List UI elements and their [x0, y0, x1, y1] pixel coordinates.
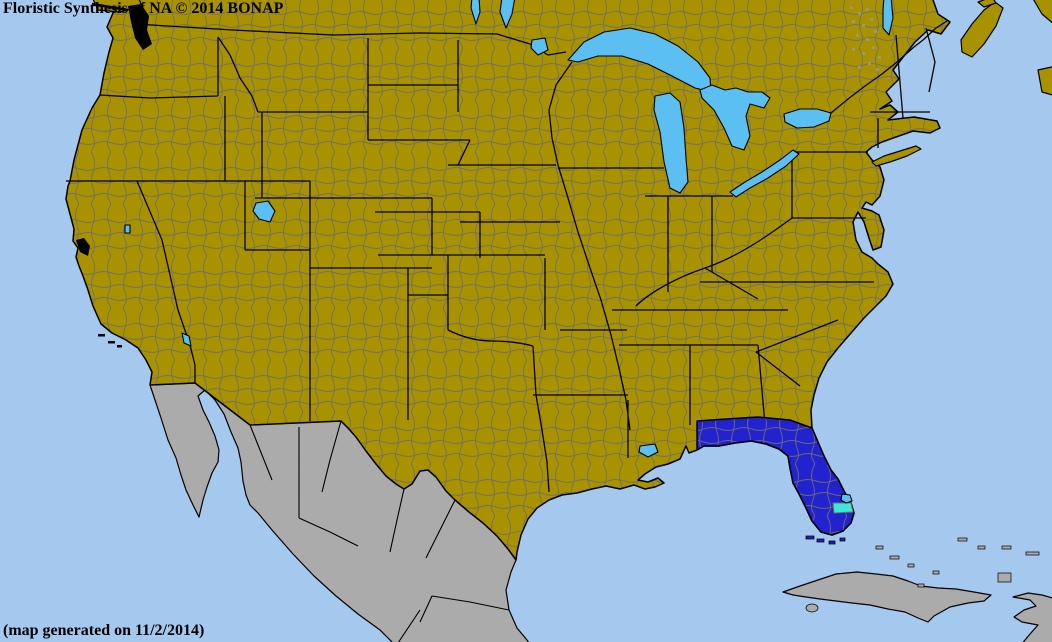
- great-salt-lake: [252, 200, 276, 223]
- lake-tahoe: [124, 224, 131, 234]
- isle-of-youth: [805, 603, 819, 613]
- rare-county-marker: [832, 502, 854, 514]
- lake-champlain: [882, 0, 894, 36]
- prince-edward-island: [977, 0, 997, 8]
- great-lakes: [124, 0, 894, 458]
- lake-pontchartrain: [638, 443, 659, 458]
- map-title: Floristic Synthesis of NA © 2014 BONAP: [3, 0, 284, 17]
- us-canada-border: [134, 20, 948, 114]
- lake-of-the-woods: [530, 37, 549, 56]
- lake-manitoba: [470, 0, 481, 25]
- newfoundland-corner: [1033, 0, 1052, 24]
- cape-breton-island: [1037, 66, 1052, 96]
- long-island: [871, 145, 922, 167]
- lake-erie: [729, 149, 800, 198]
- strait-of-juan-de-fuca: [91, 2, 129, 12]
- lake-ontario: [783, 108, 832, 129]
- channel-islands: [98, 334, 122, 348]
- san-francisco-bay: [76, 238, 90, 256]
- map-caption: (map generated on 11/2/2014): [3, 622, 205, 639]
- cuba: [782, 571, 992, 623]
- lake-michigan: [653, 92, 689, 194]
- puget-sound: [128, 4, 152, 50]
- salton-sea: [181, 332, 192, 347]
- bahamas-islands: [875, 537, 1040, 588]
- nova-scotia: [960, 1, 1004, 58]
- florida-keys: [805, 535, 846, 545]
- montreal-urban-area: [850, 6, 881, 71]
- lake-okeechobee: [840, 493, 853, 504]
- lake-superior: [567, 27, 712, 93]
- state-borders: [66, 27, 936, 493]
- hispaniola: [1012, 592, 1052, 642]
- lake-huron: [699, 84, 771, 151]
- mexico-state-borders: [249, 420, 510, 642]
- lake-winnipeg: [499, 0, 516, 29]
